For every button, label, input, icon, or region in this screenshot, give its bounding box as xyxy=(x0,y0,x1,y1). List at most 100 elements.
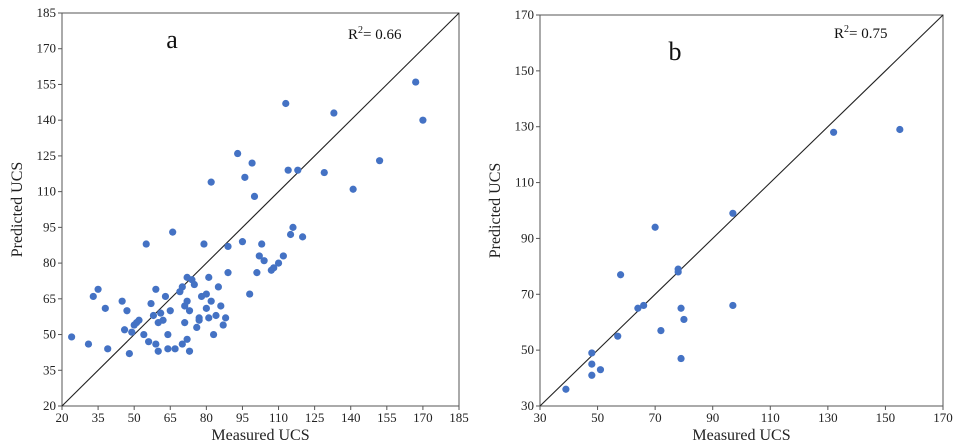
y-tick-label: 170 xyxy=(37,41,57,56)
data-point xyxy=(171,345,179,353)
data-point xyxy=(640,301,648,310)
r-squared-annotation: R2= 0.66 xyxy=(348,25,402,43)
data-point xyxy=(634,304,642,312)
data-point xyxy=(205,314,213,322)
data-point xyxy=(279,252,287,260)
data-point xyxy=(128,328,136,336)
data-point xyxy=(830,128,838,136)
data-point xyxy=(181,319,189,327)
data-point xyxy=(118,297,126,305)
data-point xyxy=(68,333,76,341)
y-tick-label: 170 xyxy=(515,7,535,22)
data-point xyxy=(200,240,208,248)
data-point xyxy=(282,99,290,108)
y-axis-title: Predicted UCS xyxy=(9,162,26,258)
x-tick-label: 185 xyxy=(449,410,469,425)
data-point xyxy=(101,304,109,312)
x-tick-label: 130 xyxy=(818,410,838,425)
data-point xyxy=(224,269,232,277)
y-axis-title: Predicted UCS xyxy=(487,163,504,259)
data-point xyxy=(255,252,263,260)
data-point xyxy=(677,354,685,363)
reference-line-1to1 xyxy=(539,14,944,407)
data-point xyxy=(190,280,198,289)
data-point xyxy=(183,297,191,305)
data-point xyxy=(135,316,143,324)
data-point xyxy=(185,307,194,315)
data-point xyxy=(217,302,225,310)
data-point xyxy=(166,307,174,315)
data-point xyxy=(164,345,172,353)
x-tick-label: 150 xyxy=(876,410,896,425)
x-tick-label: 140 xyxy=(341,410,361,425)
y-tick-label: 155 xyxy=(37,76,57,91)
data-point xyxy=(169,228,177,236)
data-point xyxy=(562,385,570,393)
y-tick-label: 20 xyxy=(43,398,56,413)
data-point xyxy=(376,157,384,165)
panel-label: b xyxy=(669,37,682,66)
data-point xyxy=(205,273,213,281)
y-tick-label: 125 xyxy=(37,148,57,163)
x-tick-label: 125 xyxy=(305,410,325,425)
data-point xyxy=(152,340,160,348)
data-point xyxy=(250,192,259,200)
data-point xyxy=(84,340,93,348)
data-point xyxy=(214,283,222,291)
data-point xyxy=(284,166,292,174)
data-point xyxy=(159,316,167,324)
y-tick-label: 90 xyxy=(521,230,534,245)
data-point xyxy=(330,109,338,117)
data-point xyxy=(94,285,102,293)
data-point xyxy=(419,116,427,124)
x-tick-label: 30 xyxy=(534,410,547,425)
reference-line-1to1 xyxy=(61,12,460,407)
data-point xyxy=(164,330,172,339)
y-tick-label: 50 xyxy=(521,342,534,357)
data-point xyxy=(120,326,129,334)
x-tick-label: 80 xyxy=(200,410,213,425)
r-squared-symbol: R xyxy=(348,27,358,43)
data-point xyxy=(588,349,596,357)
y-tick-label: 150 xyxy=(515,63,535,78)
data-point xyxy=(294,166,302,174)
x-tick-label: 35 xyxy=(92,410,105,425)
x-tick-label: 50 xyxy=(128,410,141,425)
data-point xyxy=(224,242,232,251)
chart-panel-a: 20 35 50 65 80 95 110 125 140 155 170 185 20 35 50 65 80… xyxy=(9,5,469,444)
data-point xyxy=(412,78,420,86)
x-tick-label: 90 xyxy=(706,410,719,425)
panel-label: a xyxy=(166,25,178,54)
data-point xyxy=(202,304,210,312)
data-point xyxy=(680,315,688,324)
x-tick-label: 20 xyxy=(56,410,69,425)
data-point xyxy=(154,347,162,355)
y-tick-label: 140 xyxy=(37,112,57,127)
x-tick-label: 110 xyxy=(761,410,780,425)
data-point xyxy=(89,292,97,301)
data-point xyxy=(104,345,112,353)
y-tick-label: 80 xyxy=(43,255,56,270)
data-point xyxy=(207,297,215,305)
data-point xyxy=(202,290,210,298)
data-point xyxy=(320,168,328,177)
r-squared-annotation: R2= 0.75 xyxy=(834,24,887,42)
data-point xyxy=(178,283,186,291)
x-tick-label: 70 xyxy=(649,410,662,425)
data-point xyxy=(614,332,622,340)
data-point xyxy=(349,185,357,193)
y-tick-label: 185 xyxy=(37,5,57,20)
x-tick-label: 170 xyxy=(413,410,433,425)
data-point xyxy=(152,285,160,293)
data-point xyxy=(270,264,278,272)
data-point xyxy=(729,301,737,310)
y-tick-label: 130 xyxy=(515,119,535,134)
y-tick-label: 110 xyxy=(515,175,534,190)
data-point xyxy=(142,240,150,248)
data-point xyxy=(588,360,596,368)
data-point xyxy=(147,299,155,308)
data-point xyxy=(157,309,165,317)
y-tick-label: 110 xyxy=(37,184,56,199)
y-tick-label: 70 xyxy=(521,286,534,301)
